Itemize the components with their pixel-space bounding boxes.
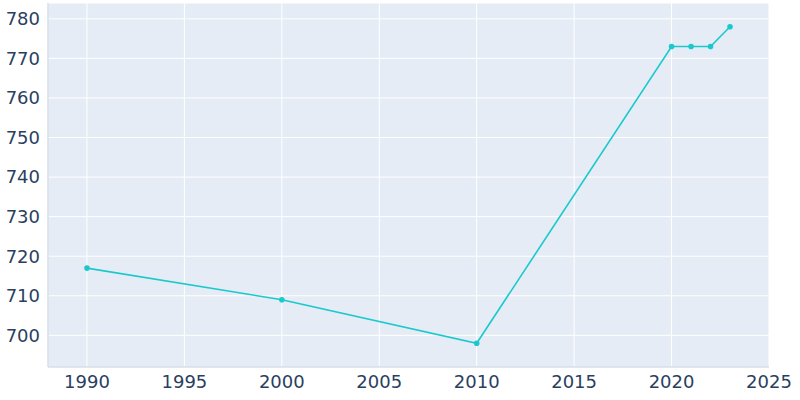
svg-text:2005: 2005 (356, 371, 402, 392)
svg-text:1995: 1995 (161, 371, 207, 392)
svg-text:770: 770 (8, 48, 40, 69)
svg-text:2000: 2000 (259, 371, 305, 392)
svg-text:2020: 2020 (649, 371, 695, 392)
svg-text:780: 780 (8, 8, 40, 29)
svg-text:750: 750 (8, 127, 40, 148)
svg-text:730: 730 (8, 206, 40, 227)
svg-text:1990: 1990 (64, 371, 110, 392)
svg-text:720: 720 (8, 246, 40, 267)
svg-text:740: 740 (8, 166, 40, 187)
svg-text:760: 760 (8, 87, 40, 108)
svg-text:2010: 2010 (454, 371, 500, 392)
svg-text:2025: 2025 (746, 371, 792, 392)
svg-text:700: 700 (8, 325, 40, 346)
svg-text:710: 710 (8, 285, 40, 306)
svg-text:2015: 2015 (551, 371, 597, 392)
